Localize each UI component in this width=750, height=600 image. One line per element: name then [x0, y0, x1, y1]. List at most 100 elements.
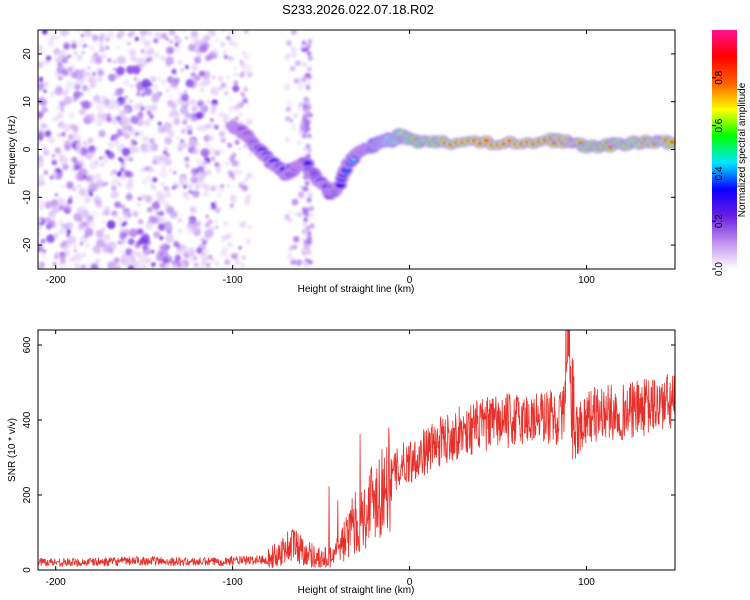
heatmap-cell: [75, 196, 80, 201]
heatmap-cell: [190, 44, 198, 53]
heatmap-cell: [284, 214, 290, 220]
heatmap-cell: [305, 143, 311, 149]
heatmap-cell: [101, 95, 106, 100]
heatmap-cell: [173, 111, 181, 119]
heatmap-cell: [193, 56, 202, 64]
heatmap-cell: [98, 41, 105, 48]
heatmap-cell: [224, 160, 230, 167]
heatmap-cell: [290, 259, 297, 266]
heatmap-cell: [209, 257, 215, 263]
heatmap-cell: [210, 156, 216, 162]
heatmap-cell: [81, 100, 91, 110]
heatmap-cell: [106, 113, 111, 118]
heatmap-cell: [223, 221, 228, 226]
heatmap-cell: [127, 238, 135, 246]
heatmap-cell: [38, 174, 45, 182]
heatmap-cell: [76, 54, 83, 61]
heatmap-cell: [44, 201, 53, 209]
heatmap-cell: [232, 169, 238, 175]
heatmap-cell: [306, 51, 312, 57]
heatmap-cell: [168, 168, 173, 173]
heatmap-cell: [205, 169, 212, 176]
heatmap-cell: [189, 251, 195, 257]
heatmap-cell: [288, 245, 295, 252]
heatmap-cell: [169, 40, 174, 44]
heatmap-cell: [160, 250, 169, 259]
heatmap-cell: [177, 228, 183, 234]
heatmap-cell: [120, 125, 129, 134]
heatmap-cell: [212, 47, 219, 54]
heatmap-cell: [190, 99, 196, 105]
heatmap-cell: [207, 30, 214, 34]
heatmap-cell: [62, 123, 71, 132]
heatmap-cell: [209, 109, 215, 115]
heatmap-cell: [123, 107, 130, 114]
heatmap-cell: [301, 133, 307, 139]
heatmap-cell: [120, 204, 125, 209]
heatmap-cell: [290, 30, 297, 35]
heatmap-cell: [305, 244, 311, 250]
heatmap-cell: [60, 124, 65, 129]
heatmap-cell: [165, 88, 169, 93]
heatmap-cell: [105, 182, 109, 186]
heatmap-cell: [196, 247, 203, 254]
heatmap-cell: [184, 65, 189, 70]
colorbar-gradient: [712, 30, 737, 269]
heatmap-cell: [187, 183, 194, 190]
heatmap-cell: [234, 116, 239, 121]
x-tick-label: -100: [223, 275, 243, 286]
spectrogram-y-ticks: -20 -10 0 10 20: [22, 48, 675, 252]
y-tick-label: 400: [22, 411, 33, 428]
heatmap-cell: [65, 221, 74, 230]
heatmap-cell: [247, 225, 252, 230]
heatmap-cell: [38, 48, 43, 56]
heatmap-cell: [246, 172, 253, 179]
heatmap-cell: [134, 36, 140, 42]
heatmap-cell: [285, 40, 292, 46]
heatmap-cell: [246, 103, 250, 108]
x-tick-label: -200: [46, 275, 66, 286]
heatmap-cell: [307, 66, 312, 72]
heatmap-cell: [72, 243, 78, 249]
heatmap-cell: [303, 263, 309, 268]
heatmap-cell: [159, 217, 166, 224]
heatmap-cell: [95, 146, 99, 151]
heatmap-cell: [122, 220, 128, 226]
heatmap-cell: [219, 111, 225, 118]
heatmap-cell: [124, 170, 131, 177]
heatmap-cell: [190, 63, 199, 72]
heatmap-cell: [226, 35, 231, 41]
heatmap-cell: [295, 259, 303, 267]
heatmap-cell: [144, 257, 152, 264]
heatmap-cell: [73, 262, 81, 269]
heatmap-cell: [113, 67, 116, 71]
heatmap-cell: [58, 228, 66, 235]
heatmap-cell: [179, 30, 187, 34]
heatmap-cell: [159, 169, 168, 178]
heatmap-cell: [208, 134, 215, 141]
heatmap-cell: [243, 54, 250, 60]
heatmap-cell: [63, 41, 71, 50]
heatmap-cell: [188, 138, 197, 147]
heatmap-cell: [93, 195, 101, 204]
heatmap-cell: [62, 163, 69, 171]
heatmap-cell: [231, 152, 237, 158]
heatmap-cell: [96, 75, 103, 83]
heatmap-cell: [139, 30, 148, 37]
heatmap-cell: [306, 249, 312, 255]
heatmap-cell: [190, 75, 197, 82]
heatmap-cell: [291, 50, 296, 55]
heatmap-cell: [296, 141, 300, 146]
y-tick-label: 20: [22, 48, 33, 60]
heatmap-cell: [61, 57, 69, 64]
heatmap-cell: [43, 81, 50, 88]
snr-x-label: Height of straight line (km): [298, 585, 415, 596]
heatmap-cell: [182, 119, 188, 125]
heatmap-cell: [71, 156, 78, 163]
heatmap-cell: [241, 184, 249, 192]
heatmap-cell: [113, 137, 120, 144]
heatmap-cell: [79, 94, 84, 99]
heatmap-cell: [297, 191, 305, 199]
heatmap-cell: [126, 41, 131, 46]
heatmap-cell: [38, 264, 42, 269]
